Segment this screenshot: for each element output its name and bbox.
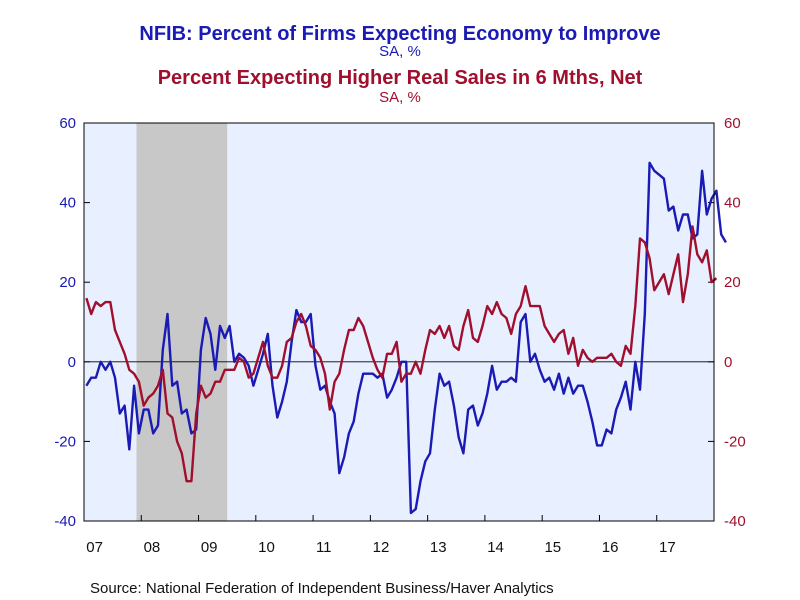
chart-subtitle: Percent Expecting Higher Real Sales in 6… [158,67,643,89]
y-right-tick-label: 60 [724,115,741,132]
y-left-tick-label: -20 [54,433,76,450]
x-tick-label: 16 [602,539,619,556]
x-tick-label: 17 [659,539,676,556]
chart-title: NFIB: Percent of Firms Expecting Economy… [139,23,660,45]
series-line-economy-improve [85,161,727,515]
x-tick-label: 08 [144,539,161,556]
y-left-tick-label: 60 [59,115,76,132]
recession-shading [136,123,228,521]
source-note: Source: National Federation of Independe… [90,580,554,597]
x-tick-label: 13 [430,539,447,556]
y-right-tick-label: 0 [724,354,732,371]
x-tick-label: 09 [201,539,218,556]
y-left-tick-label: 0 [68,354,76,371]
x-tick-label: 10 [258,539,275,556]
y-right-tick-label: -40 [724,513,746,530]
x-tick-label: 14 [487,539,504,556]
y-left-tick-label: -40 [54,513,76,530]
y-left-tick-label: 20 [59,274,76,291]
x-tick-label: 11 [316,539,332,556]
y-right-tick-label: -20 [724,433,746,450]
x-tick-label: 07 [86,539,103,556]
chart-subtitle-unit: SA, % [379,89,421,106]
y-right-tick-label: 40 [724,195,741,212]
chart-title-unit: SA, % [379,43,421,60]
y-left-tick-label: 40 [59,195,76,212]
series-line-higher-sales [85,225,718,483]
y-right-tick-label: 20 [724,274,741,291]
x-tick-label: 12 [373,539,390,556]
plot-frame [83,122,715,522]
x-tick-label: 15 [544,539,561,556]
